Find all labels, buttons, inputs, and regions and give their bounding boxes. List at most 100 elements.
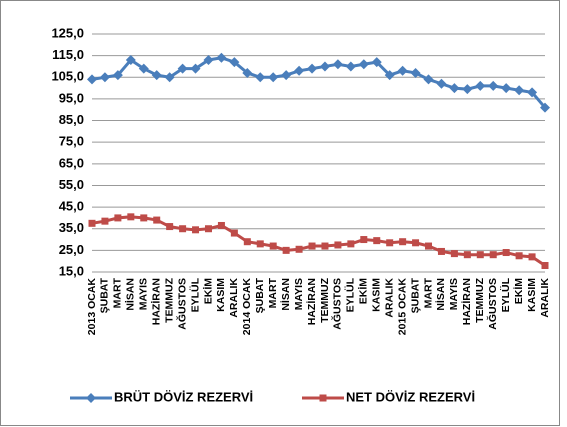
data-point bbox=[410, 67, 421, 78]
data-point bbox=[541, 262, 549, 270]
data-point bbox=[412, 239, 420, 247]
data-point bbox=[125, 54, 136, 65]
data-point bbox=[360, 236, 368, 244]
data-point bbox=[256, 240, 264, 248]
data-point bbox=[190, 63, 201, 74]
data-point bbox=[386, 239, 394, 247]
data-point bbox=[528, 253, 536, 261]
x-tick-label: ARALIK bbox=[539, 278, 551, 318]
data-point bbox=[243, 238, 251, 246]
data-point bbox=[151, 70, 162, 81]
data-point bbox=[488, 80, 499, 91]
data-point bbox=[319, 61, 330, 72]
y-tick-label: 55,0 bbox=[59, 177, 84, 192]
data-point bbox=[321, 242, 329, 250]
data-point bbox=[423, 74, 434, 85]
x-tick-label: AĞUSTOS bbox=[486, 278, 499, 330]
data-point bbox=[384, 70, 395, 81]
data-point bbox=[230, 229, 238, 237]
data-point bbox=[138, 63, 149, 74]
legend-marker bbox=[319, 394, 327, 402]
data-point bbox=[540, 102, 550, 113]
x-tick-label: MART bbox=[112, 277, 124, 308]
data-point bbox=[514, 85, 525, 96]
x-tick-label: MART bbox=[267, 277, 279, 308]
data-point bbox=[114, 214, 122, 222]
data-point bbox=[164, 72, 175, 83]
data-point bbox=[140, 214, 148, 222]
x-tick-label: HAZİRAN bbox=[460, 278, 473, 325]
x-tick-label: EKİM bbox=[357, 278, 370, 305]
y-tick-label: 105,0 bbox=[51, 69, 84, 84]
y-tick-label: 75,0 bbox=[59, 134, 84, 149]
y-tick-label: 35,0 bbox=[59, 220, 84, 235]
x-tick-label: NİSAN bbox=[124, 278, 137, 311]
data-point bbox=[179, 225, 187, 233]
data-point bbox=[332, 59, 343, 70]
data-point bbox=[127, 213, 135, 221]
data-point bbox=[502, 249, 510, 257]
y-tick-label: 15,0 bbox=[59, 263, 84, 278]
x-tick-label: KASIM bbox=[526, 278, 538, 312]
data-point bbox=[437, 247, 445, 255]
y-tick-label: 25,0 bbox=[59, 242, 84, 257]
data-point bbox=[527, 87, 538, 98]
data-point bbox=[476, 251, 484, 259]
data-point bbox=[229, 57, 240, 68]
x-tick-label: EYLÜL bbox=[344, 277, 357, 312]
data-point bbox=[308, 242, 316, 250]
x-tick-label: EKİM bbox=[512, 278, 525, 305]
data-point bbox=[450, 250, 458, 258]
x-tick-label: AĞUSTOS bbox=[175, 278, 188, 330]
data-point bbox=[203, 54, 214, 65]
data-point bbox=[204, 225, 212, 233]
x-tick-label: TEMMUZ bbox=[474, 277, 486, 322]
x-tick-label: HAZİRAN bbox=[149, 278, 162, 325]
x-tick-label: KASIM bbox=[215, 278, 227, 312]
x-tick-label: NİSAN bbox=[434, 278, 447, 311]
data-point bbox=[192, 226, 200, 234]
data-point bbox=[269, 242, 277, 250]
data-point bbox=[358, 59, 369, 70]
data-point bbox=[282, 246, 290, 254]
x-tick-label: ŞUBAT bbox=[99, 277, 111, 313]
data-point bbox=[177, 63, 188, 74]
data-point bbox=[307, 63, 318, 74]
x-tick-label: TEMMUZ bbox=[319, 277, 331, 322]
data-point bbox=[216, 52, 227, 63]
data-point bbox=[463, 251, 471, 259]
data-point bbox=[371, 57, 382, 68]
x-tick-label: 2015 OCAK bbox=[396, 278, 408, 336]
data-point bbox=[294, 65, 305, 76]
data-point bbox=[475, 80, 486, 91]
x-tick-label: MAYIS bbox=[138, 278, 150, 310]
x-tick-label: 2013 OCAK bbox=[86, 278, 98, 336]
data-point bbox=[217, 221, 225, 229]
data-point bbox=[242, 67, 253, 78]
x-tick-label: ARALIK bbox=[228, 278, 240, 318]
data-point bbox=[373, 237, 381, 245]
data-point bbox=[255, 72, 266, 83]
data-point bbox=[436, 78, 447, 89]
x-tick-label: EYLÜL bbox=[499, 277, 512, 312]
legend-label: BRÜT DÖVİZ REZERVİ bbox=[114, 389, 253, 404]
x-tick-label: TEMMUZ bbox=[163, 277, 175, 322]
x-tick-label: NİSAN bbox=[279, 278, 292, 311]
data-point bbox=[153, 216, 161, 224]
data-point bbox=[449, 83, 460, 94]
data-point bbox=[515, 252, 523, 260]
data-point bbox=[425, 242, 433, 250]
data-point bbox=[347, 240, 355, 248]
data-point bbox=[501, 83, 512, 94]
x-tick-label: ŞUBAT bbox=[254, 277, 266, 313]
data-point bbox=[462, 84, 473, 95]
y-tick-label: 125,0 bbox=[51, 25, 84, 40]
data-point bbox=[268, 72, 279, 83]
data-point bbox=[399, 238, 407, 246]
x-tick-label: EYLÜL bbox=[188, 277, 201, 312]
x-tick-label: MAYIS bbox=[293, 278, 305, 310]
x-tick-label: MART bbox=[422, 277, 434, 308]
data-point bbox=[166, 223, 174, 231]
